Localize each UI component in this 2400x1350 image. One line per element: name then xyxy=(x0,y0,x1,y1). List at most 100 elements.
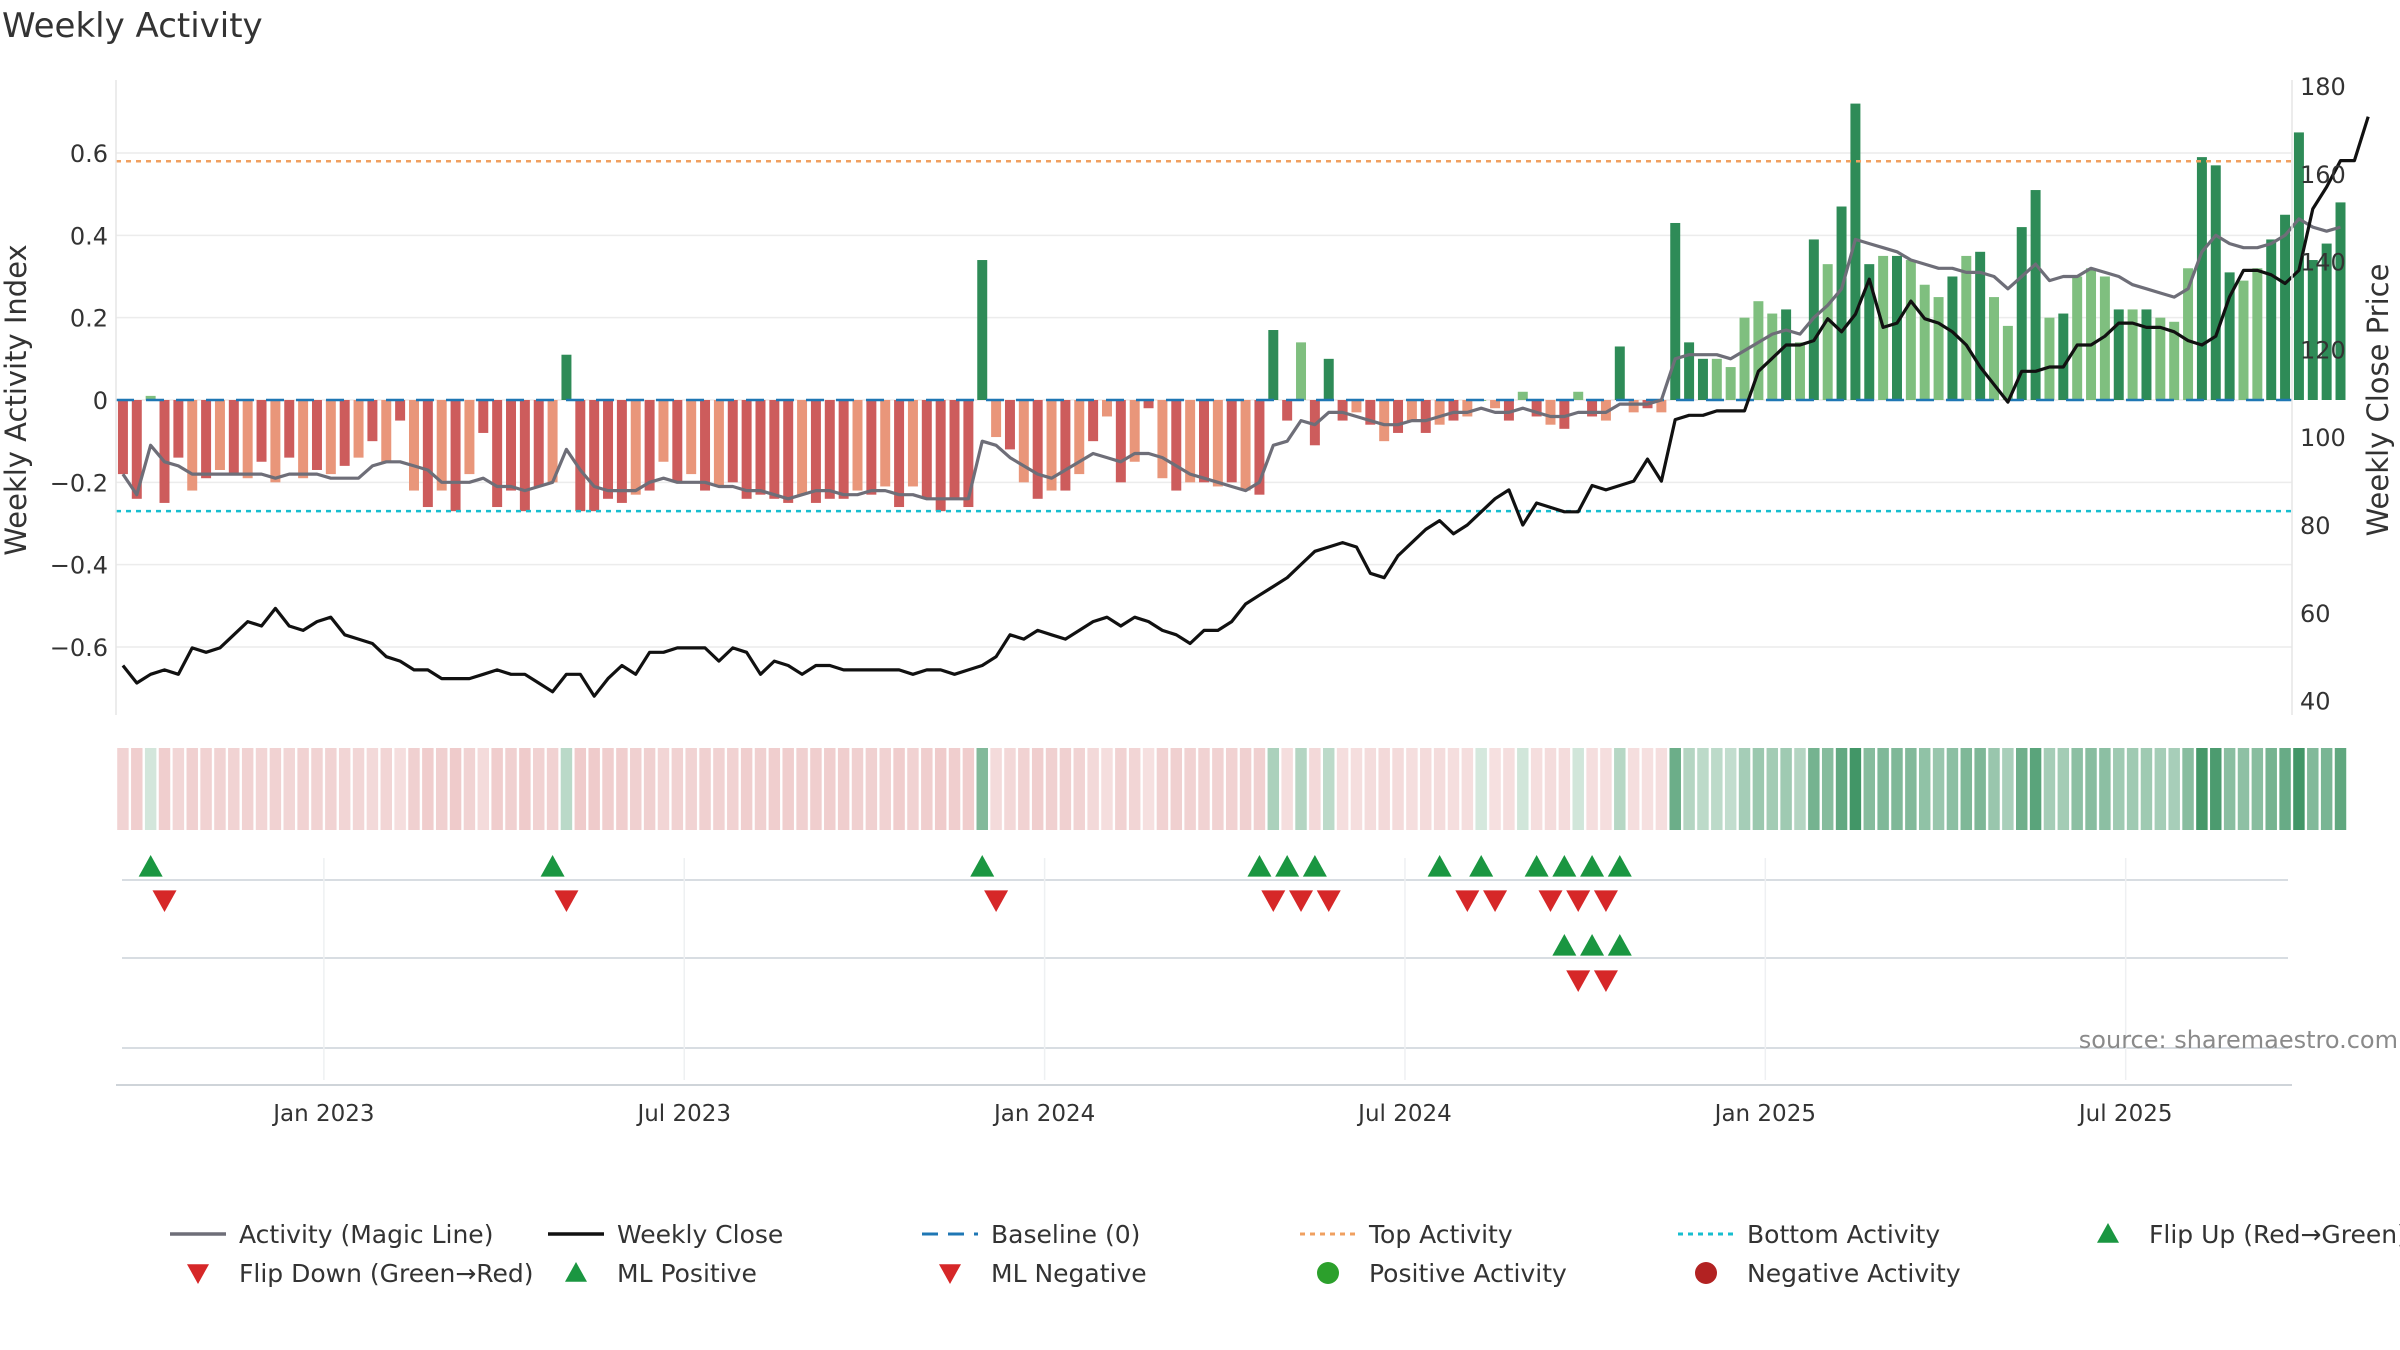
activity-bar xyxy=(1919,284,1930,400)
flip-up-marker xyxy=(1247,855,1272,877)
legend-item: Weekly Close xyxy=(548,1220,783,1249)
heat-cell xyxy=(1669,748,1681,830)
flip-down-marker xyxy=(152,890,177,912)
legend-label: Baseline (0) xyxy=(991,1220,1140,1249)
activity-bar xyxy=(1836,206,1847,400)
heat-cell xyxy=(865,748,878,830)
activity-bar xyxy=(381,400,392,462)
ml-positive-marker xyxy=(1607,934,1632,956)
legend-item: Flip Down (Green→Red) xyxy=(187,1259,534,1288)
legend-label: Flip Down (Green→Red) xyxy=(239,1259,534,1288)
heat-cell xyxy=(1849,748,1862,830)
flip-markers xyxy=(116,855,2292,1086)
activity-bar xyxy=(145,395,156,400)
y2-axis-label: Weekly Close Price xyxy=(2361,264,2395,537)
heat-cell xyxy=(1295,748,1307,830)
flip-down-marker xyxy=(1483,890,1508,912)
activity-bar xyxy=(1379,400,1390,442)
y-tick-label: −0.4 xyxy=(50,552,108,580)
heat-cell xyxy=(768,748,781,830)
heat-cell xyxy=(879,748,891,830)
heat-cell xyxy=(1932,748,1945,830)
activity-bar xyxy=(1032,400,1043,499)
activity-bar xyxy=(686,400,697,475)
activity-bar xyxy=(1365,400,1376,425)
activity-bar xyxy=(1739,317,1750,400)
chart-title: Weekly Activity xyxy=(2,6,263,46)
legend-label: ML Negative xyxy=(991,1259,1147,1288)
magic-line xyxy=(121,217,2341,501)
activity-bar xyxy=(506,400,516,491)
heat-cell xyxy=(1142,748,1155,830)
heat-cell xyxy=(117,748,129,830)
flip-down-marker xyxy=(554,890,579,912)
heat-cell xyxy=(1392,748,1404,830)
heat-cell xyxy=(505,748,517,830)
legend-item: Baseline (0) xyxy=(922,1220,1140,1249)
activity-bar xyxy=(1600,400,1611,421)
activity-bar xyxy=(450,400,461,512)
activity-bar xyxy=(1545,400,1556,425)
heat-cell xyxy=(1198,748,1210,830)
heat-cell xyxy=(325,748,337,830)
heat-cell xyxy=(1641,748,1654,830)
activity-bar xyxy=(2196,157,2207,400)
heat-cell xyxy=(643,748,656,830)
heat-cell xyxy=(1891,748,1903,830)
heat-cell xyxy=(824,748,836,830)
activity-bar xyxy=(921,400,932,499)
y2-tick-label: 180 xyxy=(2300,73,2346,101)
heat-cell xyxy=(1004,748,1016,830)
activity-bar xyxy=(1587,400,1598,417)
heat-cell xyxy=(1724,748,1737,830)
activity-bar xyxy=(977,260,988,400)
flip-up-marker xyxy=(970,855,995,877)
activity-bar xyxy=(201,400,212,479)
activity-bar xyxy=(1781,309,1792,400)
activity-bar xyxy=(422,400,433,508)
activity-bar xyxy=(1337,400,1348,421)
x-tick-label: Jul 2023 xyxy=(635,1101,731,1127)
heat-cell xyxy=(338,748,351,830)
activity-bars xyxy=(117,103,2346,512)
heat-cell xyxy=(2265,748,2277,830)
y2-tick-label: 40 xyxy=(2300,688,2331,716)
heat-cell xyxy=(144,748,157,830)
flip-up-marker xyxy=(1580,855,1605,877)
heat-cell xyxy=(1170,748,1183,830)
activity-bar xyxy=(810,400,821,503)
heat-cell xyxy=(2113,748,2125,830)
heat-cell xyxy=(200,748,212,830)
legend-item: ML Positive xyxy=(565,1259,757,1288)
y-tick-label: −0.2 xyxy=(50,469,108,497)
heat-cell xyxy=(2223,748,2236,830)
activity-bar xyxy=(866,400,877,495)
legend-item: ML Negative xyxy=(939,1259,1147,1288)
heat-cell xyxy=(948,748,961,830)
activity-bar xyxy=(492,400,503,508)
heat-cell xyxy=(1225,748,1238,830)
heat-cell xyxy=(1309,748,1321,830)
heat-cell xyxy=(2126,748,2139,830)
activity-bar xyxy=(1171,400,1182,491)
activity-bar xyxy=(256,400,267,462)
heat-cell xyxy=(921,748,933,830)
heat-cell xyxy=(1406,748,1418,830)
activity-bar xyxy=(2127,309,2138,400)
activity-bar xyxy=(117,400,128,475)
activity-bar xyxy=(2099,276,2110,400)
legend-swatch xyxy=(565,1262,587,1282)
heat-cell xyxy=(269,748,282,830)
activity-bar xyxy=(1406,400,1417,421)
legend: Activity (Magic Line) Weekly Close Baselin… xyxy=(170,1220,2400,1288)
heat-cell xyxy=(1059,748,1072,830)
heat-cell xyxy=(435,748,448,830)
x-tick-label: Jan 2025 xyxy=(1713,1101,1816,1127)
heat-cell xyxy=(297,748,309,830)
activity-bar xyxy=(2321,243,2332,400)
heat-cell xyxy=(990,748,1002,830)
activity-bar xyxy=(2072,276,2083,400)
x-tick-label: Jul 2025 xyxy=(2077,1101,2173,1127)
activity-bar xyxy=(797,400,808,495)
